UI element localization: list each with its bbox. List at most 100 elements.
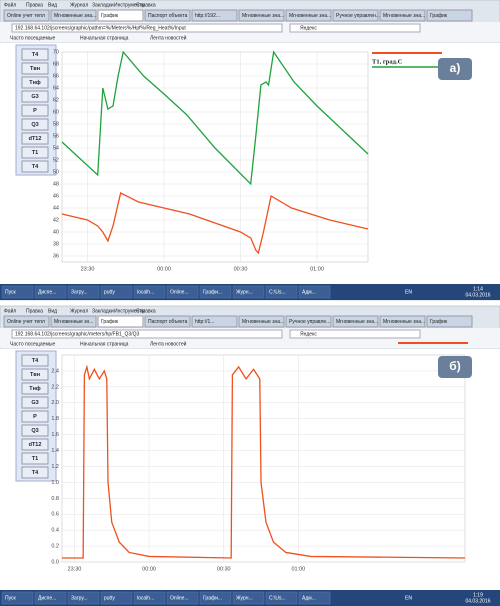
tab[interactable] [97, 315, 144, 328]
language[interactable]: EN [405, 289, 412, 295]
sidebar-button[interactable] [21, 132, 49, 145]
taskbar-button[interactable] [265, 285, 298, 299]
tab[interactable] [426, 9, 473, 22]
sidebar-button-label[interactable]: Tвн [30, 66, 40, 72]
menu-item[interactable]: Вид [48, 308, 57, 314]
bookmark[interactable]: Начальная страница [80, 35, 129, 41]
tab-title[interactable]: График [101, 319, 119, 325]
taskbar-button[interactable] [232, 285, 265, 299]
taskbar-button[interactable] [1, 591, 34, 605]
menu-item[interactable]: Закладки [92, 308, 114, 314]
sidebar-button[interactable] [21, 410, 49, 423]
sidebar-button[interactable] [21, 90, 49, 103]
taskbar-button[interactable] [133, 285, 166, 299]
taskbar-label[interactable]: Диспе... [38, 595, 56, 601]
sidebar-button[interactable] [21, 62, 49, 75]
address-bar[interactable] [11, 329, 283, 339]
taskbar-label[interactable]: C:\Us... [269, 595, 286, 601]
taskbar-label[interactable]: C:\Us... [269, 289, 286, 295]
address-bar[interactable] [11, 23, 283, 33]
taskbar-label[interactable]: putty [104, 289, 115, 295]
tab[interactable] [191, 9, 238, 22]
taskbar-button[interactable] [67, 591, 100, 605]
tab[interactable] [285, 9, 332, 22]
taskbar-label[interactable]: Пуск [5, 595, 17, 601]
sidebar-button[interactable] [21, 452, 49, 465]
taskbar-label[interactable]: Графи... [203, 595, 222, 601]
tab-title[interactable]: Ручное управле... [289, 319, 330, 325]
sidebar-button-label[interactable]: T4 [32, 470, 39, 476]
search-text[interactable]: Яндекс [300, 331, 317, 337]
sidebar-button-label[interactable]: T4 [32, 52, 39, 58]
taskbar-button[interactable] [265, 591, 298, 605]
menu-item[interactable]: Справка [136, 308, 156, 314]
tab[interactable] [50, 315, 97, 328]
sidebar-button[interactable] [21, 466, 49, 479]
tab-title[interactable]: Мгновенные зн... [54, 319, 93, 325]
taskbar-button[interactable] [133, 591, 166, 605]
tab[interactable] [426, 315, 473, 328]
taskbar-label[interactable]: localh... [137, 289, 154, 295]
taskbar-button[interactable] [100, 285, 133, 299]
sidebar-button-label[interactable]: Tнф [29, 79, 41, 86]
taskbar-button[interactable] [34, 285, 67, 299]
tab[interactable] [238, 315, 285, 328]
sidebar-button[interactable] [21, 382, 49, 395]
tab[interactable] [379, 315, 426, 328]
sidebar-button-label[interactable]: G3 [31, 94, 38, 100]
taskbar-label[interactable]: Загру... [71, 289, 88, 295]
menu-item[interactable]: Инструменты [114, 308, 146, 314]
menu-item[interactable]: Закладки [92, 2, 114, 8]
sidebar-button[interactable] [21, 160, 49, 173]
tab-title[interactable]: Мгновенные зна... [242, 319, 284, 325]
tab-title[interactable]: Мгновенные зна... [54, 13, 96, 19]
taskbar-label[interactable]: Диспе... [38, 289, 56, 295]
taskbar-button[interactable] [166, 285, 199, 299]
tab-title[interactable]: Мгновенные зна... [242, 13, 284, 19]
taskbar-label[interactable]: Пуск [5, 289, 17, 295]
tab-title[interactable]: Мгновенные зна... [289, 13, 331, 19]
language[interactable]: EN [405, 595, 412, 601]
sidebar-button[interactable] [21, 104, 49, 117]
sidebar-button-label[interactable]: dT12 [29, 442, 42, 448]
tab[interactable] [3, 315, 50, 328]
sidebar-button-label[interactable]: P [33, 108, 37, 114]
sidebar-button-label[interactable]: G3 [31, 400, 38, 406]
tab[interactable] [379, 9, 426, 22]
address-text[interactable]: 192.168.64.102/jscreens/graphic/meters/h… [15, 331, 139, 337]
bookmark[interactable]: Часто посещаемые [10, 35, 55, 41]
tab[interactable] [191, 315, 238, 328]
menu-item[interactable]: Журнал [70, 2, 88, 8]
taskbar-label[interactable]: Журн... [236, 595, 253, 601]
taskbar-label[interactable]: Графи... [203, 289, 222, 295]
sidebar-button[interactable] [21, 48, 49, 61]
sidebar-button[interactable] [21, 76, 49, 89]
taskbar-button[interactable] [166, 591, 199, 605]
tab[interactable] [238, 9, 285, 22]
tab-title[interactable]: График [101, 13, 119, 19]
sidebar-button-label[interactable]: Tнф [29, 385, 41, 392]
tab-title[interactable]: График [430, 319, 448, 325]
menu-item[interactable]: Вид [48, 2, 57, 8]
menu-item[interactable]: Файл [4, 1, 16, 8]
taskbar-button[interactable] [1, 285, 34, 299]
taskbar-label[interactable]: Загру... [71, 595, 88, 601]
menu-item[interactable]: Справка [136, 2, 156, 8]
menu-item[interactable]: Журнал [70, 308, 88, 314]
sidebar-button-label[interactable]: T4 [32, 164, 39, 170]
sidebar-button[interactable] [21, 438, 49, 451]
sidebar-button-label[interactable]: T1 [32, 150, 38, 156]
tab-title[interactable]: Паспорт объекта [148, 13, 188, 19]
taskbar-button[interactable] [298, 285, 331, 299]
taskbar-label[interactable]: Адм... [302, 289, 316, 295]
tab[interactable] [285, 315, 332, 328]
tab[interactable] [144, 9, 191, 22]
taskbar-label[interactable]: localh... [137, 595, 154, 601]
tab[interactable] [3, 9, 50, 22]
menu-item[interactable]: Правка [26, 2, 43, 8]
tab-title[interactable]: Ручное управлен... [336, 13, 380, 19]
sidebar-button-label[interactable]: T1 [32, 456, 38, 462]
taskbar-button[interactable] [34, 591, 67, 605]
search-box[interactable] [289, 329, 421, 339]
tab-title[interactable]: http://192... [195, 13, 220, 19]
